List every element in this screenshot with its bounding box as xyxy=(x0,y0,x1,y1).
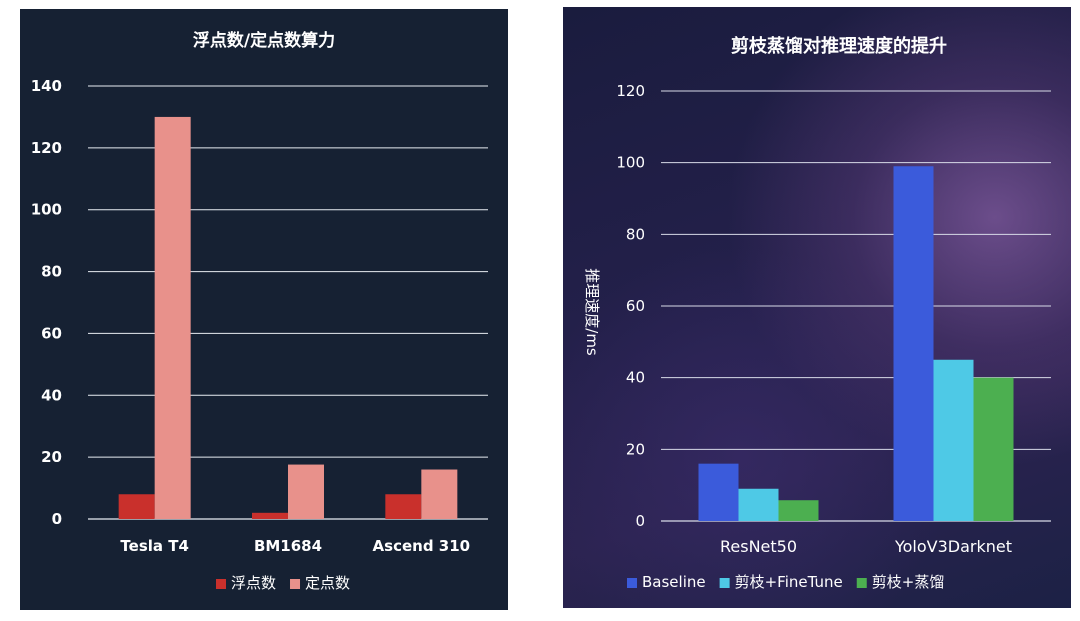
y-tick-label: 0 xyxy=(52,510,62,528)
x-category-label: YoloV3Darknet xyxy=(894,537,1012,556)
chart-title: 剪枝蒸馏对推理速度的提升 xyxy=(731,35,947,57)
legend-label: Baseline xyxy=(642,573,706,591)
legend-label: 剪枝+蒸馏 xyxy=(872,573,945,591)
legend-swatch xyxy=(290,579,301,589)
right-chart-panel: 剪枝蒸馏对推理速度的提升推理速度/ms 0 20 40 60 80 100 120 ResNet… xyxy=(563,7,1071,608)
y-tick-label: 60 xyxy=(41,324,62,342)
chart-title: 浮点数/定点数算力 xyxy=(193,30,335,51)
y-tick-label: 40 xyxy=(41,386,62,404)
y-tick-label: 80 xyxy=(41,263,62,281)
bar xyxy=(288,464,324,519)
x-category-label: Ascend 310 xyxy=(373,537,471,555)
legend-label: 定点数 xyxy=(305,574,350,592)
left-chart: 浮点数/定点数算力 0 20 40 60 80 100 120 140 Tesla T4 BM168… xyxy=(31,30,488,592)
y-tick-label: 20 xyxy=(626,440,645,458)
x-category-label: Tesla T4 xyxy=(120,537,189,555)
bar xyxy=(973,377,1014,521)
x-category-label: BM1684 xyxy=(254,537,322,555)
bar xyxy=(118,494,155,519)
x-category-label: ResNet50 xyxy=(720,537,797,556)
y-tick-label: 80 xyxy=(626,225,645,243)
legend-label: 剪枝+FineTune xyxy=(735,573,843,591)
bar xyxy=(252,512,288,519)
bar xyxy=(933,359,974,521)
y-tick-label: 40 xyxy=(626,369,645,387)
y-tick-label: 100 xyxy=(31,201,62,219)
legend-swatch xyxy=(719,578,730,588)
legend-swatch xyxy=(627,578,637,588)
legend-label: 浮点数 xyxy=(231,574,276,592)
bar xyxy=(421,469,458,519)
y-tick-label: 120 xyxy=(616,82,645,100)
bar xyxy=(385,494,422,519)
bar xyxy=(698,463,739,521)
y-tick-label: 0 xyxy=(635,512,645,530)
legend-swatch xyxy=(216,579,226,589)
y-axis-label: 推理速度/ms xyxy=(583,268,601,356)
y-tick-label: 140 xyxy=(31,77,62,95)
legend-swatch xyxy=(856,578,867,588)
left-chart-panel: 浮点数/定点数算力 0 20 40 60 80 100 120 140 Tesla T4 BM168… xyxy=(20,9,508,610)
bar xyxy=(154,116,191,519)
y-tick-label: 100 xyxy=(616,154,645,172)
bar xyxy=(738,488,779,521)
bar xyxy=(778,500,819,521)
y-tick-label: 20 xyxy=(41,448,62,466)
y-tick-label: 120 xyxy=(31,139,62,157)
y-tick-label: 60 xyxy=(626,297,645,315)
bar xyxy=(893,166,934,521)
